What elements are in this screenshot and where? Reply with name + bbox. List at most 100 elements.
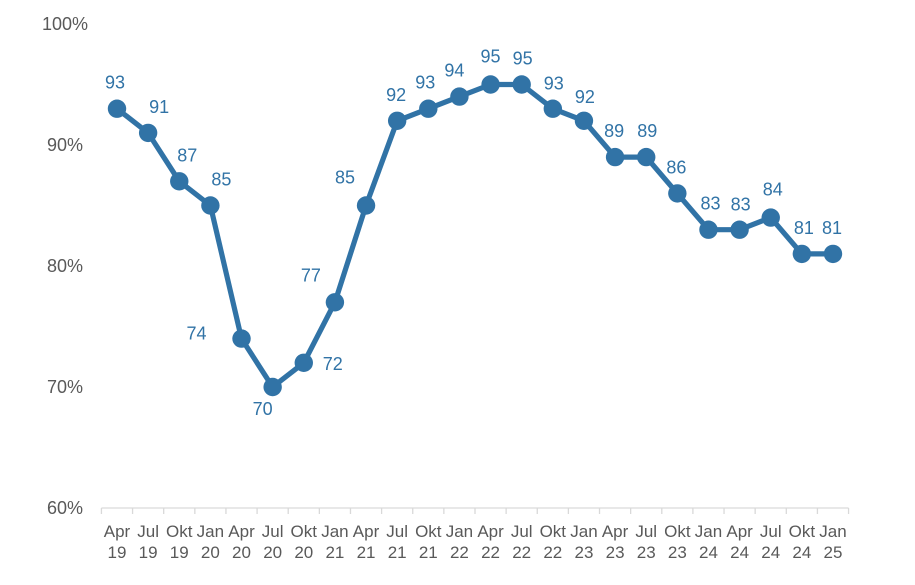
- x-axis-label-month: Okt: [540, 522, 567, 541]
- data-point-label: 84: [763, 180, 783, 200]
- x-axis-label-month: Jul: [511, 522, 533, 541]
- data-point-marker: [761, 208, 780, 227]
- y-axis-tick-label: 90%: [47, 135, 83, 155]
- x-axis-label-year: 19: [108, 543, 127, 562]
- x-axis-label-year: 22: [512, 543, 531, 562]
- y-axis-tick-label: 60%: [47, 498, 83, 518]
- data-point-marker: [419, 99, 438, 118]
- data-point-marker: [730, 220, 749, 239]
- data-point-label: 83: [700, 194, 720, 214]
- x-axis-label-year: 21: [388, 543, 407, 562]
- data-point-label: 85: [211, 170, 231, 190]
- data-point-marker: [823, 244, 843, 264]
- x-axis-label-year: 25: [824, 543, 843, 562]
- data-point-marker: [263, 377, 282, 397]
- data-point-label: 70: [253, 399, 273, 419]
- data-point-marker: [699, 220, 718, 239]
- x-axis-label-year: 23: [606, 543, 625, 562]
- x-axis-label-year: 21: [325, 543, 344, 562]
- data-point-label: 74: [187, 324, 207, 344]
- x-axis-label-month: Jul: [635, 522, 657, 541]
- data-point-marker: [543, 99, 563, 118]
- x-axis-label-month: Apr: [104, 522, 131, 541]
- data-point-marker: [387, 111, 407, 130]
- data-point-label: 72: [323, 354, 343, 374]
- data-point-marker: [138, 123, 158, 143]
- y-axis-tick-label: 100%: [42, 14, 88, 34]
- data-point-marker: [668, 184, 687, 203]
- trend-line: [114, 81, 836, 390]
- data-point-marker: [294, 353, 313, 372]
- x-axis-label-year: 23: [574, 543, 593, 562]
- x-axis-label-month: Apr: [726, 522, 753, 541]
- data-point-label: 94: [444, 61, 464, 81]
- x-axis-label-month: Jan: [197, 522, 224, 541]
- x-axis-label-month: Jan: [695, 522, 722, 541]
- data-point-marker: [637, 147, 656, 167]
- y-axis-tick-label: 70%: [47, 377, 83, 397]
- data-point-marker: [170, 172, 189, 191]
- x-axis-label-month: Okt: [291, 522, 318, 541]
- x-axis-label-year: 20: [294, 543, 313, 562]
- data-point-label: 87: [177, 145, 197, 165]
- x-axis-label-month: Okt: [415, 522, 442, 541]
- data-point-marker: [512, 75, 531, 94]
- data-point-label: 81: [822, 218, 842, 238]
- x-axis-label-month: Apr: [602, 522, 629, 541]
- data-point-marker: [325, 293, 345, 312]
- data-point-label: 83: [731, 195, 751, 215]
- x-axis-label-year: 24: [730, 543, 749, 562]
- data-point-marker: [450, 87, 469, 106]
- x-axis-label-year: 24: [699, 543, 718, 562]
- x-axis-label-year: 22: [481, 543, 500, 562]
- x-axis-label-month: Jul: [262, 522, 284, 541]
- data-point-label: 91: [149, 97, 169, 117]
- data-point-label: 89: [604, 121, 624, 141]
- data-point-label: 81: [794, 218, 814, 238]
- data-point-label: 95: [513, 49, 533, 69]
- x-axis-label-year: 20: [263, 543, 282, 562]
- x-axis-label-month: Okt: [789, 522, 816, 541]
- data-point-label: 95: [481, 47, 501, 67]
- data-point-label: 86: [666, 157, 686, 177]
- data-point-marker: [574, 111, 594, 130]
- x-axis-label-year: 23: [637, 543, 656, 562]
- x-axis-label-month: Jan: [446, 522, 473, 541]
- x-axis-label-month: Apr: [228, 522, 255, 541]
- data-point-marker: [107, 99, 127, 118]
- x-axis-label-year: 20: [232, 543, 251, 562]
- x-axis-label-year: 20: [201, 543, 220, 562]
- x-axis-label-month: Jan: [321, 522, 348, 541]
- x-axis-label-year: 24: [792, 543, 811, 562]
- x-axis-label-year: 19: [170, 543, 189, 562]
- data-point-label: 92: [575, 87, 595, 107]
- x-axis-label-month: Jul: [137, 522, 159, 541]
- x-axis-label-month: Okt: [166, 522, 193, 541]
- x-axis-label-year: 19: [139, 543, 158, 562]
- data-point-label: 89: [637, 121, 657, 141]
- x-axis-label-year: 23: [668, 543, 687, 562]
- data-point-marker: [201, 196, 220, 215]
- x-axis-label-month: Apr: [353, 522, 380, 541]
- data-point-label: 93: [105, 73, 125, 93]
- y-axis-tick-label: 80%: [47, 256, 83, 276]
- data-point-marker: [481, 75, 500, 94]
- x-axis-label-month: Jul: [386, 522, 408, 541]
- x-axis-label-year: 21: [419, 543, 438, 562]
- data-point-label: 92: [386, 85, 406, 105]
- data-point-label: 77: [301, 265, 321, 285]
- x-axis-label-month: Apr: [477, 522, 504, 541]
- x-axis-label-year: 22: [450, 543, 469, 562]
- data-point-label: 85: [335, 168, 355, 188]
- x-axis-label-month: Okt: [664, 522, 691, 541]
- x-axis-label-month: Jan: [570, 522, 597, 541]
- data-point-marker: [792, 244, 812, 264]
- x-axis-label-year: 22: [543, 543, 562, 562]
- data-point-label: 93: [544, 74, 564, 94]
- data-point-marker: [605, 147, 625, 167]
- data-point-marker: [232, 329, 251, 348]
- x-axis-label-month: Jan: [819, 522, 846, 541]
- x-axis-label-month: Jul: [760, 522, 782, 541]
